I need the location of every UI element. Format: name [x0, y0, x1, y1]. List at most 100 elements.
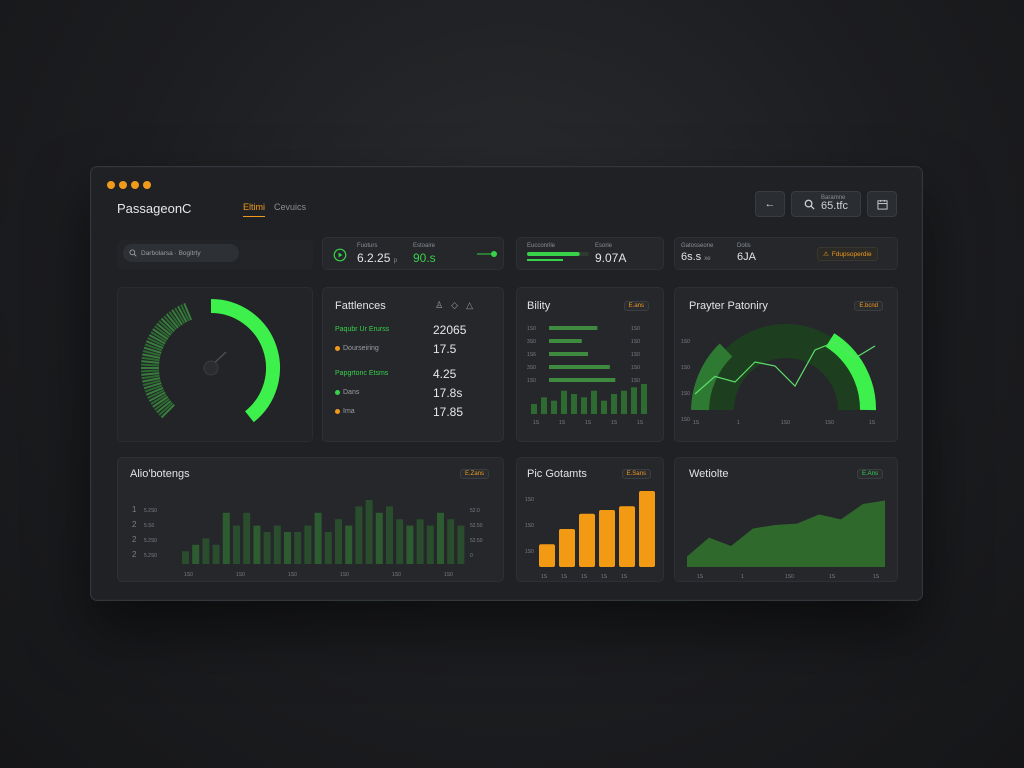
- gauge-tick: [148, 334, 166, 345]
- bility-hbar: [549, 365, 610, 369]
- window-controls: [107, 181, 151, 189]
- gauge-tick: [142, 377, 161, 383]
- window-dot[interactable]: [107, 181, 115, 189]
- gauge-tick: [156, 400, 172, 414]
- alio-left-value: 5.2S0: [144, 508, 157, 514]
- back-button[interactable]: ←: [755, 191, 785, 217]
- gauge-ticks: [141, 302, 193, 419]
- stat-label: Dotis: [737, 243, 751, 249]
- bility-bar: [621, 390, 627, 414]
- panel-title: Wetiolte: [689, 468, 729, 480]
- alio-right-label: 52.50: [470, 523, 483, 529]
- alio-bar: [263, 532, 271, 564]
- calendar-button[interactable]: [867, 191, 897, 217]
- bility-bar: [631, 387, 637, 414]
- alio-x-label: 1S0: [288, 572, 297, 578]
- play-circle-icon: [333, 248, 347, 262]
- alio-bar: [273, 525, 281, 564]
- bility-bar: [531, 404, 537, 414]
- toggle-icon[interactable]: [477, 250, 499, 258]
- user-icon[interactable]: ♙: [435, 300, 444, 310]
- alio-left-index: 2: [132, 550, 137, 559]
- alio-bar: [355, 506, 363, 564]
- bility-right-label: 1S0: [631, 378, 640, 384]
- alio-right-label: 0: [470, 553, 473, 559]
- alio-x-label: 1S0: [184, 572, 193, 578]
- gauge-tick: [148, 391, 166, 402]
- alio-bar: [426, 525, 434, 564]
- gauge-tick: [152, 328, 169, 340]
- gauge-tick: [177, 305, 188, 323]
- alio-x-label: 1S0: [392, 572, 401, 578]
- fattlences-row-label: Dans: [335, 389, 359, 396]
- gauge-tick: [144, 384, 163, 393]
- pic-bar: [619, 506, 635, 567]
- alio-x-label: 1S0: [444, 572, 453, 578]
- stat-label: Esorie: [595, 243, 613, 249]
- partner-y-label: 1S0: [681, 365, 690, 371]
- website-x-label: 1S: [829, 574, 836, 580]
- gauge-tick: [141, 360, 160, 364]
- alio-bar: [182, 551, 189, 564]
- gauge-tick: [145, 386, 164, 396]
- alio-bar: [314, 512, 322, 564]
- tab-secondary[interactable]: Cevuics: [274, 202, 307, 212]
- top-actions: ← Baramne 65.tfc: [755, 191, 897, 217]
- fattlences-row-value: 17.5: [433, 342, 457, 356]
- window-dot[interactable]: [119, 181, 127, 189]
- pic-x-label: 1S: [621, 574, 628, 580]
- window-dot[interactable]: [143, 181, 151, 189]
- stat-number: 6.2.25: [357, 251, 391, 265]
- row-dot: [335, 346, 340, 351]
- gauge-tick: [174, 307, 186, 324]
- panel-pill[interactable]: E.ans: [623, 301, 649, 311]
- row-label-text: Paqubr Ur Erurss: [335, 326, 390, 333]
- alio-bar: [212, 544, 220, 564]
- diamond-icon[interactable]: ◇: [451, 300, 459, 310]
- stat-card-1[interactable]: Fuoturs 6.2.25 p Estoaire 90.s: [322, 237, 504, 270]
- gauge-tick: [160, 317, 175, 332]
- alio-bar: [304, 525, 312, 564]
- stat-card-2[interactable]: Eucconrile Esorie 9.07A: [516, 237, 664, 270]
- gauge-tick: [141, 369, 160, 373]
- gauge-chart: [141, 299, 280, 423]
- alio-right-label: 52.50: [470, 538, 483, 544]
- bility-bar: [581, 397, 587, 414]
- panel-pill[interactable]: E.Ans: [856, 469, 883, 479]
- panel-pill[interactable]: E.bcnd: [854, 301, 883, 311]
- alert-pill[interactable]: ⚠ Fdupsoperdie: [817, 247, 878, 261]
- gauge-tick: [147, 337, 165, 347]
- calendar-icon: [876, 199, 888, 210]
- row-dot: [335, 409, 340, 414]
- top-search-button[interactable]: Baramne 65.tfc: [791, 191, 861, 217]
- stat-value: 90.s: [413, 251, 436, 265]
- top-search-value: 65.tfc: [821, 200, 848, 213]
- row-dot: [335, 390, 340, 395]
- website-chart: 1S 1 1S0 1S 1S: [687, 500, 885, 580]
- panel-pill[interactable]: E.Sans: [621, 469, 651, 479]
- panel-pill[interactable]: E.Zans: [459, 469, 489, 479]
- partner-x-label: 1S0: [825, 420, 834, 426]
- gauge-tick: [143, 346, 162, 354]
- pic-bar: [639, 491, 655, 567]
- aliobotengs-chart: 1 5.2S0 2 5.S0 2 5.2S0 2 5.2S0 52.0 52.50 52.50 0 1S…: [132, 500, 483, 578]
- alio-left-value: 5.2S0: [144, 538, 157, 544]
- window-dot[interactable]: [131, 181, 139, 189]
- partner-x-label: 1S: [869, 420, 876, 426]
- search-input[interactable]: Darbolarsa · Bogitrty: [123, 244, 239, 262]
- nav-tabs: Eltimi Cevuics: [243, 202, 306, 217]
- gauge-tick: [142, 379, 161, 386]
- fattlences-row-label: Paqubr Ur Erurss: [335, 326, 389, 333]
- stat-value: 9.07A: [595, 251, 627, 265]
- bility-right-label: 1S0: [631, 339, 640, 345]
- alio-bar: [447, 519, 455, 564]
- dashboard-window: PassageonC Eltimi Cevuics ← Baramne 65.t…: [90, 166, 923, 601]
- flask-icon[interactable]: △: [466, 300, 473, 310]
- gauge-tick: [154, 325, 170, 338]
- gauge-tick: [150, 393, 167, 405]
- bility-x-label: 1S: [585, 420, 592, 426]
- tab-primary[interactable]: Eltimi: [243, 202, 265, 217]
- gauge-tick: [145, 340, 164, 350]
- gauge-hub: [203, 360, 219, 376]
- stat-card-3[interactable]: Gatosseone 6s.s xe Dotis 6JA ⚠ Fdupsoperd…: [674, 237, 898, 270]
